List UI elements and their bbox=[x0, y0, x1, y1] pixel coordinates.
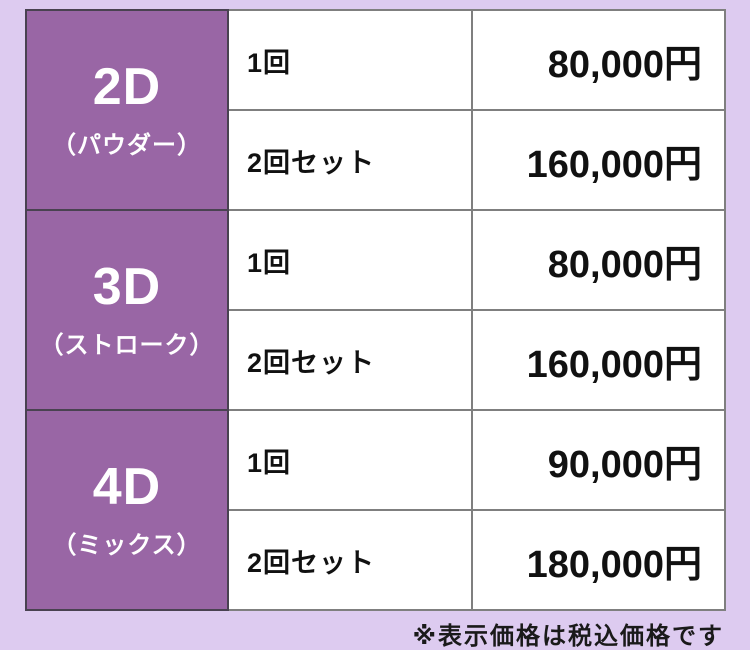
price-cell: 90,000円 bbox=[471, 409, 726, 511]
tax-note: ※表示価格は税込価格です bbox=[412, 623, 724, 650]
price-table: 2D （パウダー） 1回 80,000円 2回セット 160,000円 3D （… bbox=[25, 9, 726, 611]
table-row: 4D （ミックス） 1回 90,000円 bbox=[25, 409, 726, 611]
category-cell-2d: 2D （パウダー） bbox=[25, 9, 229, 211]
session-count-cell: 1回 bbox=[227, 9, 473, 111]
category-subtitle: （パウダー） bbox=[52, 131, 202, 159]
session-count-cell: 2回セット bbox=[227, 109, 473, 211]
table-row: 2回セット 160,000円 bbox=[26, 109, 726, 211]
table-row: 2回セット 160,000円 bbox=[26, 309, 726, 411]
category-subtitle: （ストローク） bbox=[39, 331, 215, 359]
session-count-cell: 1回 bbox=[227, 209, 473, 311]
category-subtitle: （ミックス） bbox=[52, 531, 202, 559]
table-row: 2D （パウダー） 1回 80,000円 bbox=[25, 9, 726, 211]
category-name: 2D bbox=[92, 57, 162, 116]
price-cell: 80,000円 bbox=[471, 209, 726, 311]
table-row: 2回セット 180,000円 bbox=[26, 509, 726, 611]
category-name: 3D bbox=[92, 257, 162, 316]
session-count-cell: 2回セット bbox=[227, 309, 473, 411]
price-cell: 80,000円 bbox=[471, 9, 726, 111]
price-cell: 160,000円 bbox=[471, 309, 726, 411]
session-count-cell: 1回 bbox=[227, 409, 473, 511]
price-cell: 180,000円 bbox=[471, 509, 726, 611]
price-cell: 160,000円 bbox=[471, 109, 726, 211]
session-count-cell: 2回セット bbox=[227, 509, 473, 611]
category-cell-3d: 3D （ストローク） bbox=[25, 209, 229, 411]
category-cell-4d: 4D （ミックス） bbox=[25, 409, 229, 611]
category-name: 4D bbox=[92, 457, 162, 516]
table-row: 3D （ストローク） 1回 80,000円 bbox=[25, 209, 726, 411]
